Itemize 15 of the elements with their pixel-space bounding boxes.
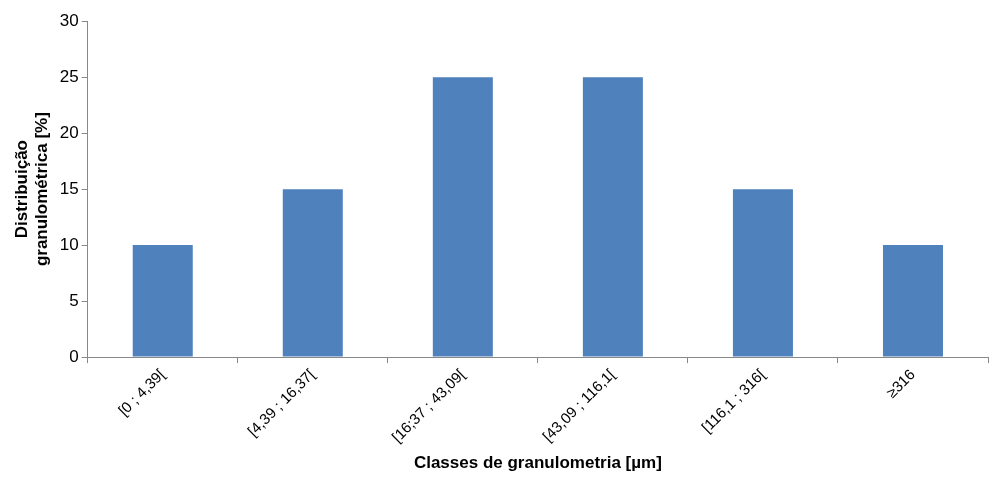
y-tick-label: 10 (59, 234, 79, 254)
y-tick-label: 5 (69, 290, 79, 310)
x-axis-title: Classes de granulometria [µm] (413, 453, 662, 473)
y-tick-label: 0 (69, 346, 79, 366)
bar (882, 245, 943, 357)
y-tick-label: 25 (59, 66, 79, 86)
bar (582, 77, 643, 357)
y-tick-label: 15 (59, 178, 79, 198)
y-tick-label: 30 (59, 10, 79, 30)
bar (282, 189, 343, 357)
bar (732, 189, 793, 357)
bar (432, 77, 493, 357)
bar (132, 245, 193, 357)
y-tick-label: 20 (59, 122, 79, 142)
y-axis-title: Distribuição granulométrica [%] (11, 112, 52, 267)
